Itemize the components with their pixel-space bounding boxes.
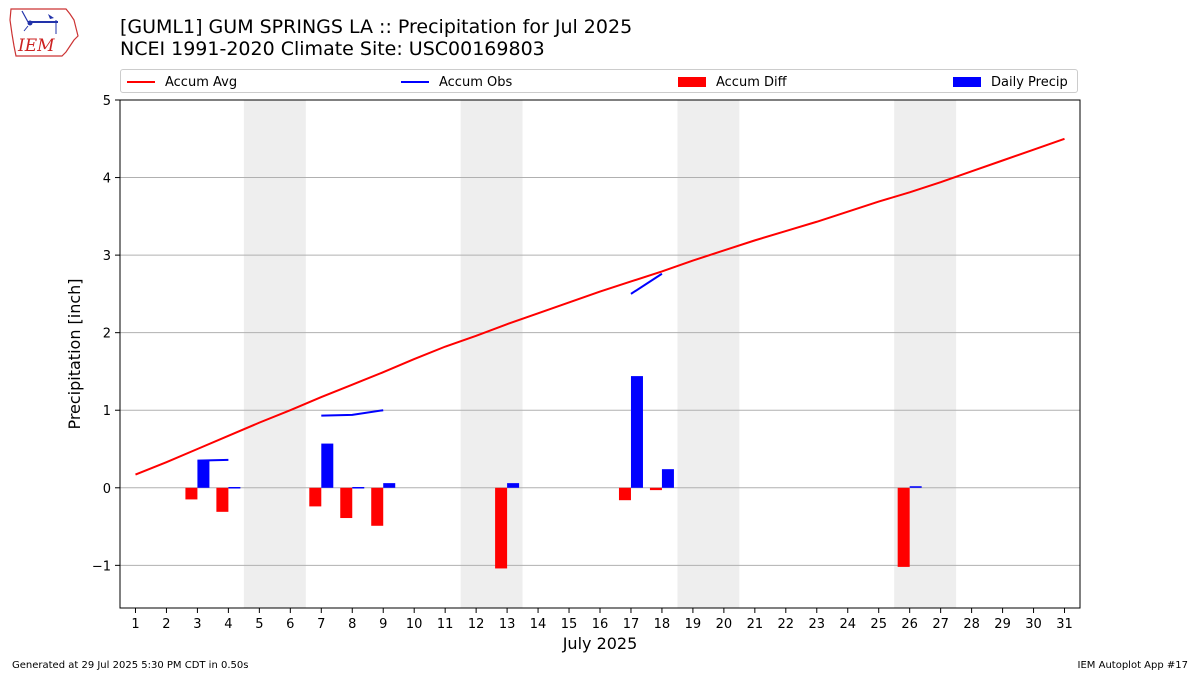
daily-precip-bar <box>197 460 210 488</box>
legend-swatch-accum-diff <box>678 77 706 87</box>
legend-swatch-daily-precip <box>953 77 981 87</box>
y-tick-label: 3 <box>103 249 111 264</box>
iem-logo: IEM <box>9 8 79 57</box>
x-tick-label: 28 <box>963 617 980 632</box>
chart-title-line2: NCEI 1991-2020 Climate Site: USC00169803 <box>120 38 545 60</box>
legend-swatch-accum-avg <box>127 81 155 83</box>
x-tick-label: 19 <box>685 617 702 632</box>
y-tick-label: −1 <box>92 559 111 574</box>
x-axis-label: July 2025 <box>562 634 638 653</box>
daily-precip-bar <box>909 486 922 488</box>
legend-item-accum-avg: Accum Avg <box>127 73 237 91</box>
weekend-shade <box>677 100 740 608</box>
footer-app: IEM Autoplot App #17 <box>1077 660 1188 671</box>
daily-precip-bar <box>661 469 674 488</box>
legend-item-accum-diff: Accum Diff <box>678 73 787 91</box>
x-tick-label: 31 <box>1056 617 1073 632</box>
legend-swatch-accum-obs <box>401 81 429 83</box>
x-tick-label: 23 <box>809 617 826 632</box>
legend-item-daily-precip: Daily Precip <box>953 73 1068 91</box>
footer-generated: Generated at 29 Jul 2025 5:30 PM CDT in … <box>12 660 249 671</box>
accum-obs-line <box>321 409 384 417</box>
legend: Accum Avg Accum Obs Accum Diff Daily Pre… <box>120 69 1078 93</box>
chart-title-line1: [GUML1] GUM SPRINGS LA :: Precipitation … <box>120 16 633 38</box>
weekend-shade <box>460 100 523 608</box>
x-tick-label: 13 <box>499 617 516 632</box>
daily-precip-bar <box>383 483 396 488</box>
x-tick-label: 20 <box>716 617 733 632</box>
x-tick-label: 2 <box>162 617 170 632</box>
x-tick-label: 10 <box>406 617 423 632</box>
y-tick-label: 4 <box>103 172 111 187</box>
accum-obs-line <box>630 272 663 295</box>
accum-diff-bar <box>649 487 662 491</box>
x-tick-label: 8 <box>348 617 356 632</box>
accum-diff-bar <box>495 487 508 569</box>
accum-diff-bar <box>185 487 198 500</box>
legend-label-daily-precip: Daily Precip <box>991 74 1068 90</box>
x-tick-label: 25 <box>870 617 887 632</box>
x-tick-label: 7 <box>317 617 325 632</box>
accum-diff-bar <box>216 487 229 512</box>
legend-label-accum-obs: Accum Obs <box>439 74 513 90</box>
x-tick-label: 21 <box>747 617 764 632</box>
x-tick-label: 12 <box>468 617 485 632</box>
chart-title: [GUML1] GUM SPRINGS LA :: Precipitation … <box>120 16 632 60</box>
x-tick-label: 29 <box>994 617 1011 632</box>
x-tick-label: 14 <box>530 617 547 632</box>
x-tick-label: 16 <box>592 617 609 632</box>
y-tick-label: 1 <box>103 404 111 419</box>
daily-precip-bar <box>352 487 365 489</box>
x-tick-label: 1 <box>131 617 139 632</box>
x-tick-label: 15 <box>561 617 578 632</box>
legend-label-accum-avg: Accum Avg <box>165 74 238 90</box>
x-tick-label: 4 <box>224 617 232 632</box>
x-tick-label: 17 <box>623 617 640 632</box>
accum-diff-bar <box>309 487 322 507</box>
accum-diff-bar <box>340 487 353 519</box>
x-tick-label: 24 <box>839 617 856 632</box>
x-tick-label: 5 <box>255 617 263 632</box>
accum-avg-line <box>135 137 1065 476</box>
x-tick-label: 18 <box>654 617 671 632</box>
legend-item-accum-obs: Accum Obs <box>401 73 512 91</box>
x-tick-label: 6 <box>286 617 294 632</box>
y-tick-label: 0 <box>103 482 111 497</box>
x-tick-label: 3 <box>193 617 201 632</box>
x-tick-label: 11 <box>437 617 454 632</box>
x-tick-label: 9 <box>379 617 387 632</box>
accum-diff-bar <box>897 487 910 567</box>
daily-precip-bar <box>321 443 334 488</box>
daily-precip-bar <box>228 487 241 489</box>
daily-precip-bar <box>507 483 520 488</box>
legend-label-accum-diff: Accum Diff <box>716 74 787 90</box>
y-axis-label: Precipitation [inch] <box>65 278 84 429</box>
x-tick-label: 26 <box>901 617 918 632</box>
accum-obs-line <box>197 458 229 462</box>
logo-text: IEM <box>17 36 55 56</box>
y-tick-label: 2 <box>103 327 111 342</box>
x-tick-label: 27 <box>932 617 949 632</box>
weekend-shade <box>243 100 306 608</box>
daily-precip-bar <box>630 376 643 488</box>
x-tick-label: 30 <box>1025 617 1042 632</box>
y-tick-label: 5 <box>103 94 111 109</box>
x-tick-label: 22 <box>778 617 795 632</box>
accum-diff-bar <box>371 487 384 526</box>
accum-diff-bar <box>618 487 631 501</box>
